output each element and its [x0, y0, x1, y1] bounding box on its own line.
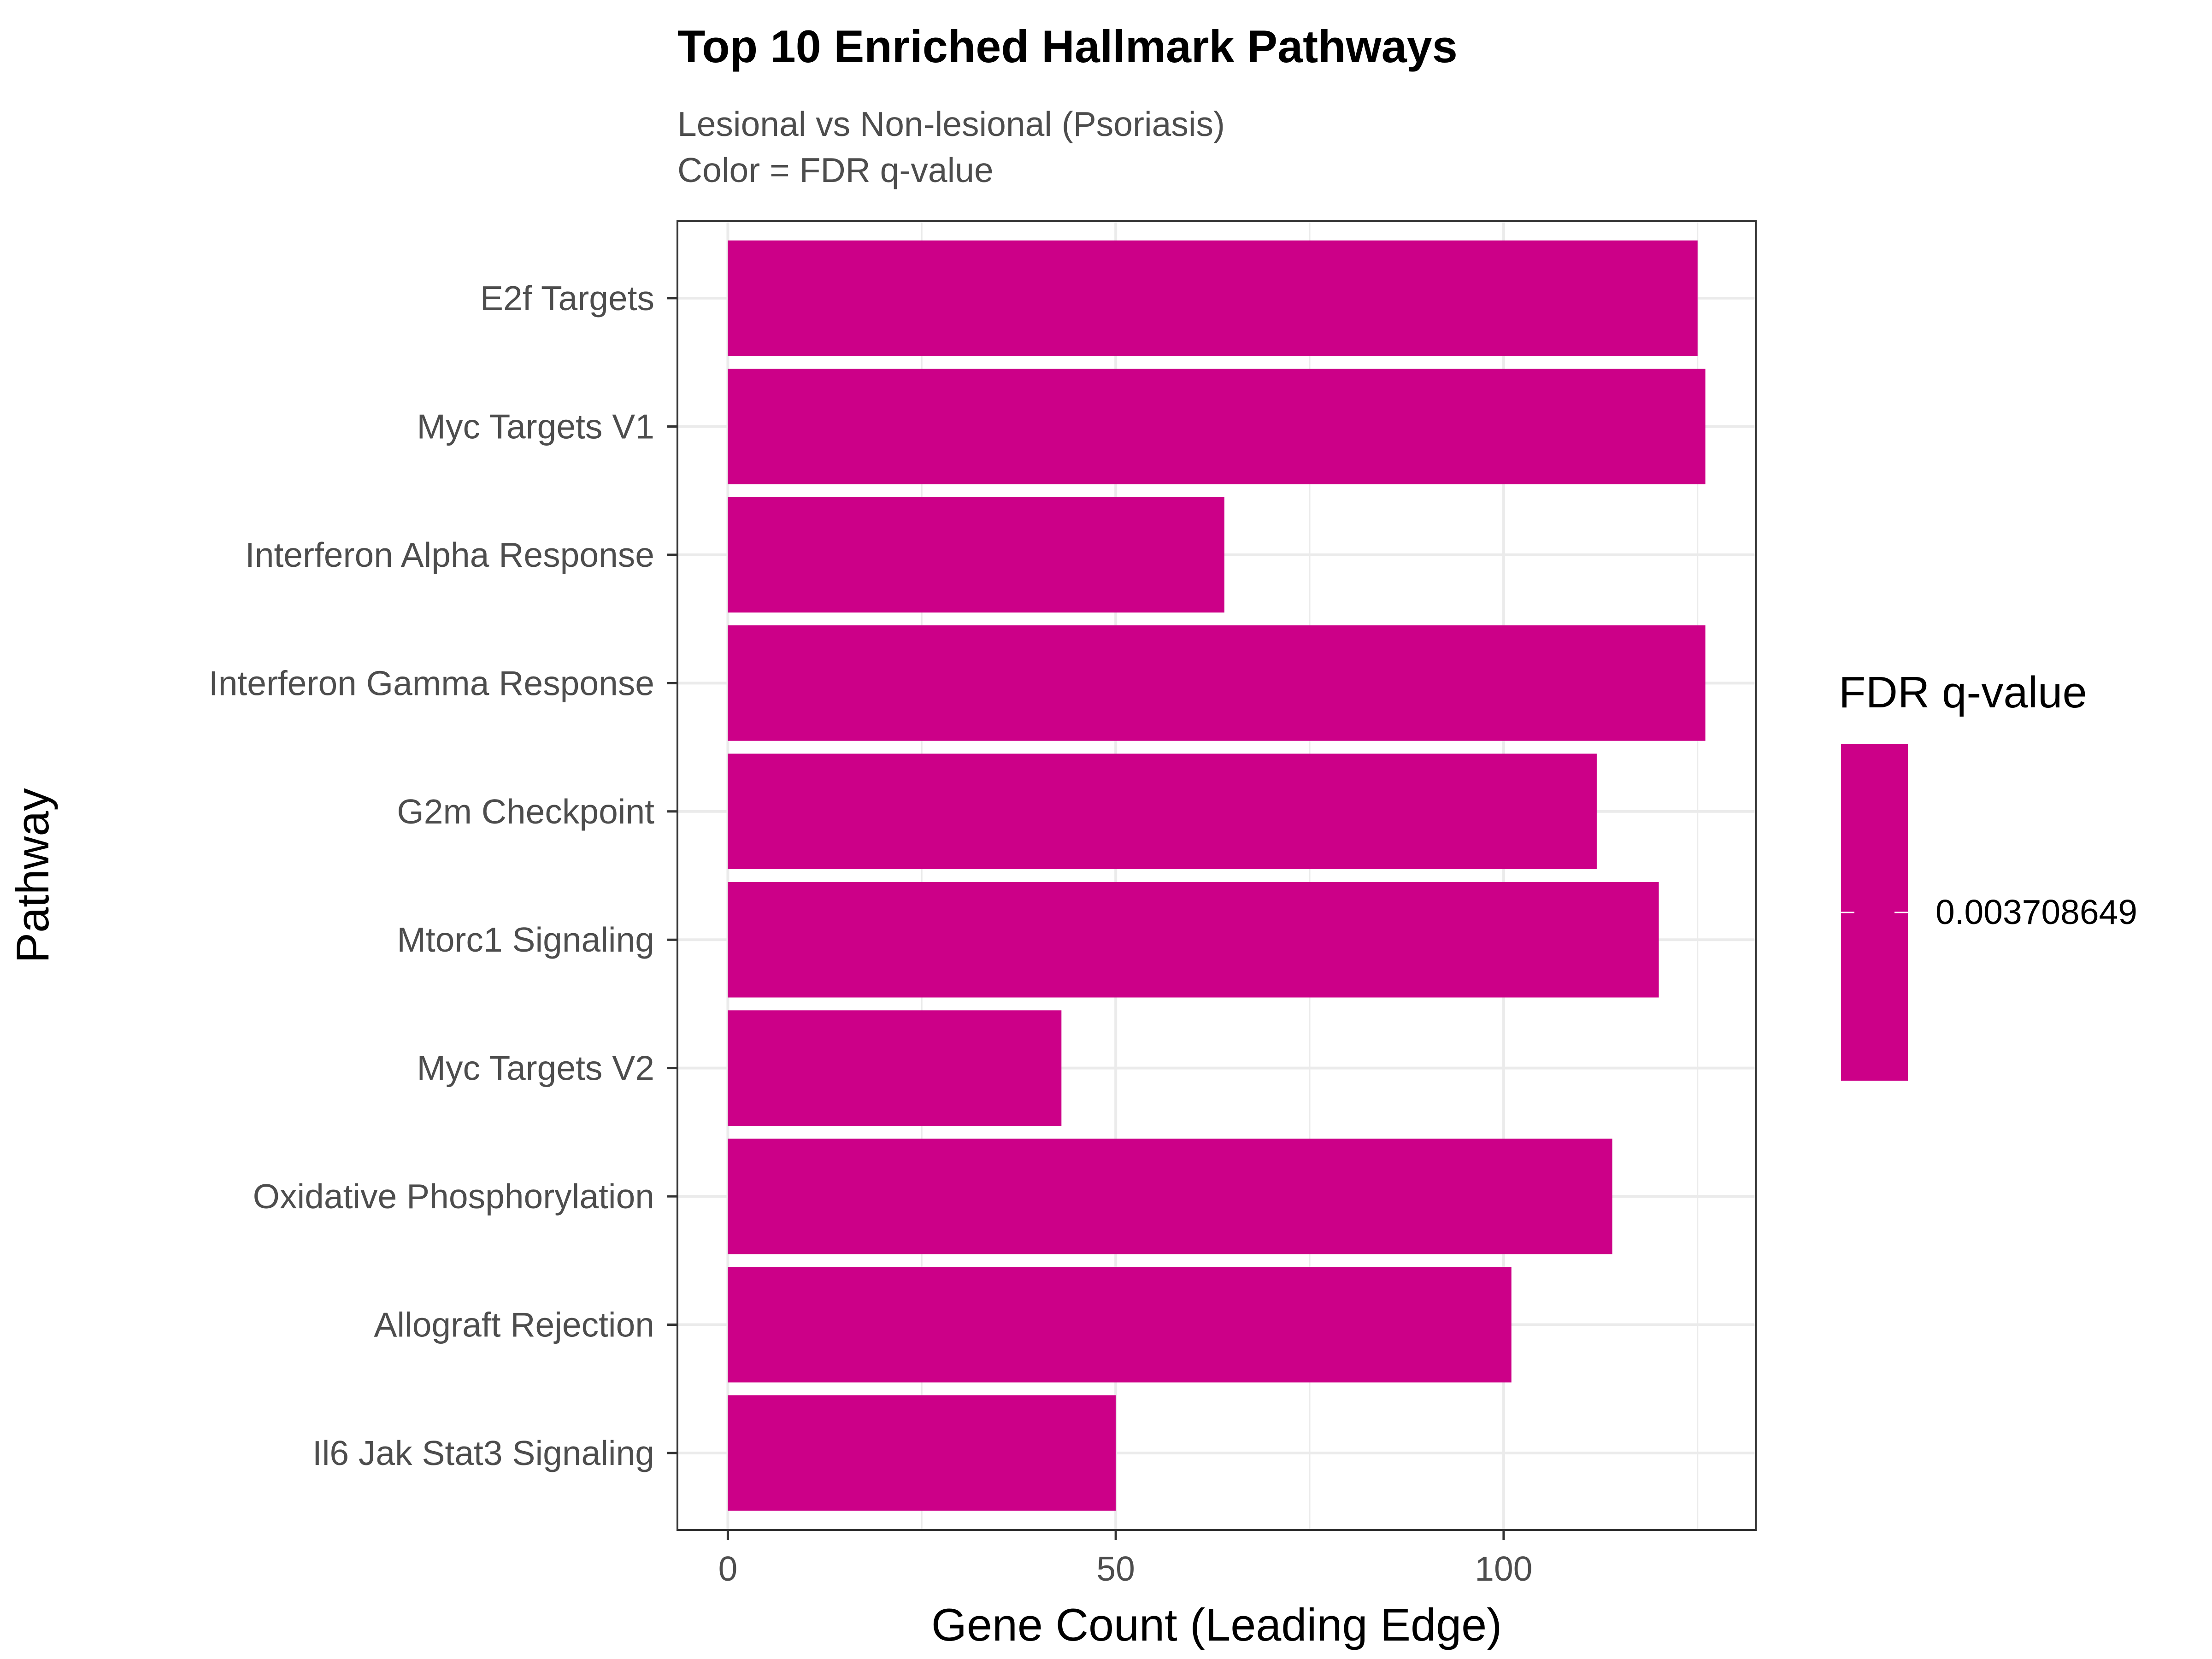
bar — [728, 753, 1597, 870]
x-tick-label: 0 — [718, 1549, 738, 1588]
chart-subtitle-line-1: Lesional vs Non-lesional (Psoriasis) — [677, 105, 1225, 143]
bar — [728, 240, 1698, 356]
y-tick-label: Myc Targets V2 — [417, 1049, 654, 1088]
y-axis-title: Pathway — [7, 788, 58, 963]
y-tick-label: G2m Checkpoint — [397, 792, 654, 831]
y-tick-label: Interferon Gamma Response — [209, 664, 654, 702]
y-tick-label: Interferon Alpha Response — [245, 535, 654, 574]
bar — [728, 497, 1224, 613]
bar — [728, 1267, 1512, 1382]
x-tick-label: 50 — [1096, 1549, 1135, 1588]
bar — [728, 1395, 1116, 1511]
legend: FDR q-value 0.003708649 — [1839, 668, 2137, 1081]
y-tick-label: Oxidative Phosphorylation — [253, 1177, 654, 1216]
y-tick-label: Il6 Jak Stat3 Signaling — [312, 1434, 654, 1472]
bar — [728, 1138, 1612, 1254]
chart-subtitle-line-2: Color = FDR q-value — [677, 151, 994, 189]
plot-border — [677, 220, 1757, 1531]
y-axis: E2f Targets Myc Targets V1 Interferon Alph… — [209, 279, 677, 1472]
legend-title: FDR q-value — [1839, 668, 2087, 717]
legend-label: 0.003708649 — [1936, 893, 2137, 931]
y-tick-label: Allograft Rejection — [374, 1306, 654, 1344]
bar — [728, 1010, 1062, 1126]
bars — [728, 240, 1706, 1511]
y-tick-label: E2f Targets — [480, 279, 654, 318]
x-axis: 0 50 100 — [718, 1530, 1532, 1588]
y-tick-label: Mtorc1 Signaling — [397, 920, 654, 959]
bar — [728, 625, 1706, 741]
bar — [728, 882, 1659, 998]
bar — [728, 369, 1706, 484]
chart-title: Top 10 Enriched Hallmark Pathways — [677, 21, 1458, 72]
x-axis-title: Gene Count (Leading Edge) — [931, 1599, 1502, 1650]
y-tick-label: Myc Targets V1 — [417, 407, 654, 446]
x-tick-label: 100 — [1475, 1549, 1532, 1588]
